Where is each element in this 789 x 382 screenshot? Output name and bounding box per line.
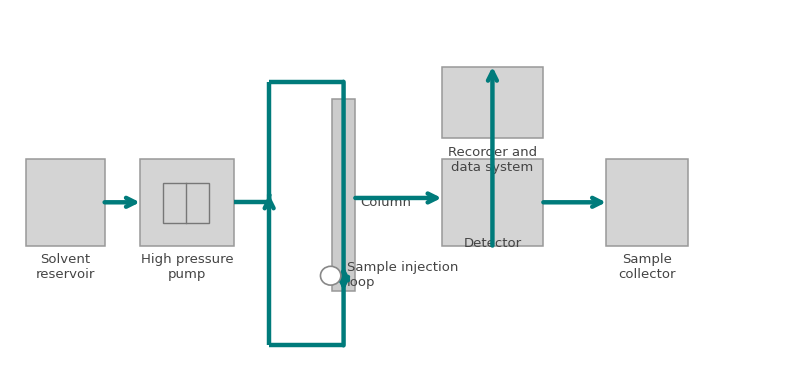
- Text: Detector: Detector: [463, 238, 522, 251]
- Text: Sample injection
loop: Sample injection loop: [346, 261, 458, 288]
- Bar: [332, 99, 355, 291]
- Bar: [442, 67, 544, 138]
- Text: High pressure
pump: High pressure pump: [140, 253, 234, 281]
- Text: Sample
collector: Sample collector: [619, 253, 676, 281]
- Text: Recorder and
data system: Recorder and data system: [448, 146, 537, 174]
- Bar: [606, 159, 688, 246]
- Text: Column: Column: [360, 196, 411, 209]
- Bar: [26, 159, 105, 246]
- Text: Solvent
reservoir: Solvent reservoir: [36, 253, 95, 281]
- Ellipse shape: [320, 266, 341, 285]
- Bar: [140, 159, 234, 246]
- Bar: [442, 159, 544, 246]
- Bar: [163, 183, 209, 223]
